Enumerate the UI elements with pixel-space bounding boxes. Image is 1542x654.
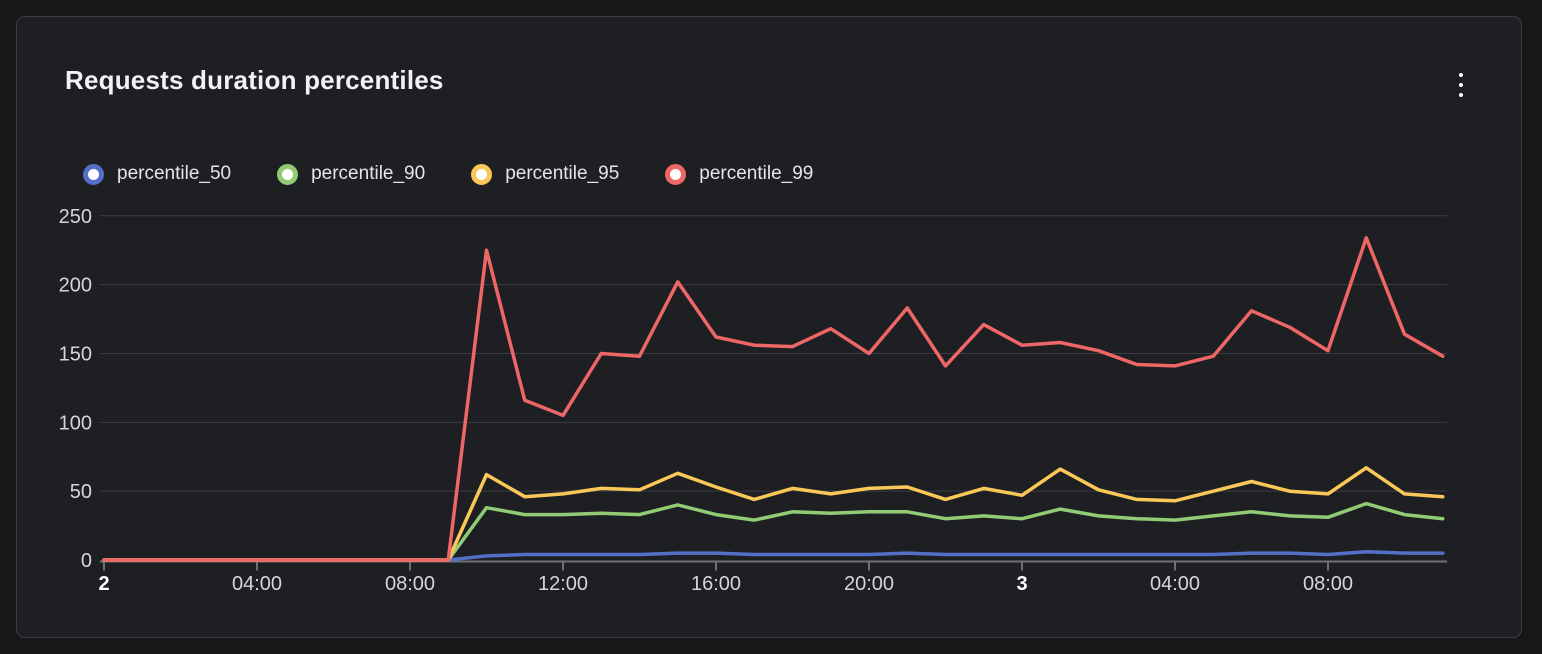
legend-item-percentile-99[interactable]: percentile_99 <box>665 163 813 185</box>
percentile-95-marker-icon <box>471 163 493 185</box>
kebab-vertical-icon <box>1459 73 1463 77</box>
legend-label: percentile_99 <box>699 163 814 184</box>
chart-panel: Requests duration percentiles percentile… <box>16 16 1522 638</box>
kebab-vertical-icon <box>1459 83 1463 87</box>
legend-label: percentile_95 <box>505 163 620 184</box>
y-axis-tick-label: 50 <box>70 481 92 503</box>
x-axis-tick-label: 2 <box>98 573 109 595</box>
legend-label: percentile_50 <box>117 163 232 184</box>
panel-title: Requests duration percentiles <box>65 65 444 95</box>
legend-label: percentile_90 <box>311 163 426 184</box>
series-line-percentile_99 <box>102 236 1445 562</box>
x-axis-tick-label: 20:00 <box>844 573 894 595</box>
series-line-percentile_90 <box>102 501 1445 562</box>
y-axis: 0 50 100 150 200 250 <box>59 206 92 572</box>
kebab-vertical-icon <box>1459 93 1463 97</box>
x-axis-tick-label: 12:00 <box>538 573 588 595</box>
x-axis-tick-label: 04:00 <box>1150 573 1200 595</box>
y-axis-tick-label: 150 <box>59 343 92 365</box>
legend-item-percentile-90[interactable]: percentile_90 <box>277 163 425 185</box>
x-axis-tick-label: 3 <box>1016 573 1027 595</box>
x-axis-tick-label: 04:00 <box>232 573 282 595</box>
gridlines <box>100 215 1447 492</box>
y-axis-tick-label: 200 <box>59 275 92 297</box>
y-axis-tick-label: 250 <box>59 206 92 228</box>
x-axis-tick-label: 08:00 <box>1303 573 1353 595</box>
percentile-99-marker-icon <box>665 163 687 185</box>
y-axis-tick-label: 100 <box>59 412 92 434</box>
legend-item-percentile-95[interactable]: percentile_95 <box>471 163 619 185</box>
percentile-50-marker-icon <box>83 163 104 185</box>
chart-legend: percentile_50 percentile_90 percentile_9… <box>83 163 813 185</box>
x-axis: 2 04:00 08:00 12:00 16:00 20:00 3 04:00 08:00 <box>98 560 1447 595</box>
panel-menu-button[interactable] <box>1441 61 1481 109</box>
x-axis-tick-label: 16:00 <box>691 573 741 595</box>
percentile-90-marker-icon <box>277 163 299 185</box>
y-axis-tick-label: 0 <box>81 550 92 572</box>
x-axis-tick-label: 08:00 <box>385 573 435 595</box>
legend-item-percentile-50[interactable]: percentile_50 <box>83 163 231 185</box>
